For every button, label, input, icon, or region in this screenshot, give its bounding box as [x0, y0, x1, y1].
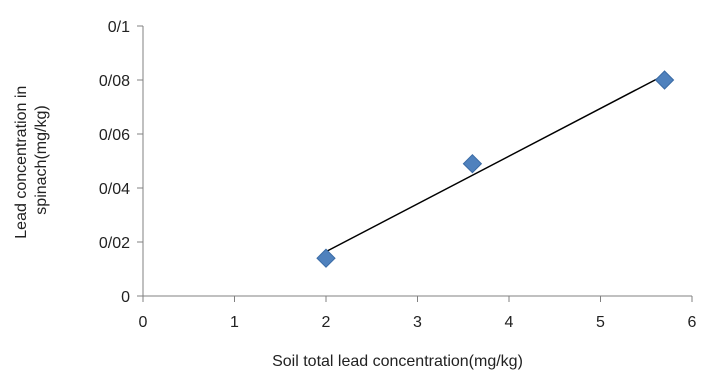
x-tick-label: 3: [413, 314, 422, 331]
y-axis-title-line-1: Lead concentration in: [13, 86, 30, 239]
trendline-group: [325, 74, 665, 253]
data-point-marker: [654, 70, 675, 90]
x-tick-label: 0: [139, 314, 148, 331]
y-tick-label: 0: [121, 289, 130, 306]
axis-ticks: 0 0/02 0/04 0/06 0/08 0/1 0 1 2 3 4 5 6: [99, 19, 697, 331]
trendline: [325, 74, 665, 253]
y-tick-label: 0/04: [99, 181, 130, 198]
y-tick-label: 0/1: [108, 19, 130, 36]
y-axis-title-line-2: spinach(mg/kg): [33, 105, 50, 214]
x-tick-label: 5: [596, 314, 605, 331]
x-tick-label: 4: [505, 314, 514, 331]
y-tick-label: 0/08: [99, 73, 130, 90]
y-tick-label: 0/06: [99, 127, 130, 144]
x-tick-label: 6: [688, 314, 697, 331]
data-points: [316, 70, 675, 268]
data-point-marker: [316, 248, 336, 268]
data-point-marker: [462, 153, 483, 174]
x-tick-label: 2: [322, 314, 331, 331]
y-axis-title: Lead concentration in spinach(mg/kg): [13, 81, 50, 238]
y-tick-label: 0/02: [99, 235, 130, 252]
x-tick-label: 1: [230, 314, 239, 331]
x-axis-title: Soil total lead concentration(mg/kg): [272, 353, 523, 370]
